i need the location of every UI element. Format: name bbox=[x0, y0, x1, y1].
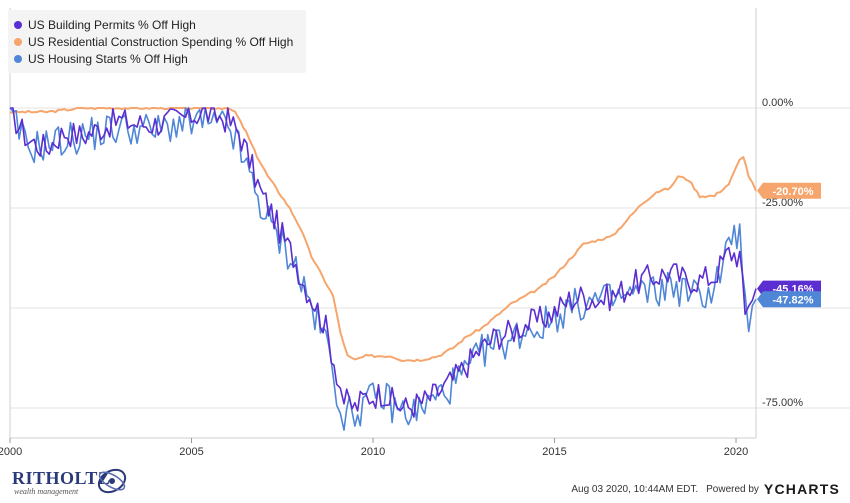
logo-subtitle: wealth management bbox=[14, 487, 79, 496]
powered-by-label: Powered by bbox=[706, 483, 759, 495]
legend-label: US Residential Construction Spending % O… bbox=[28, 35, 294, 49]
x-tick-label: 2010 bbox=[361, 446, 385, 458]
x-tick-label: 2015 bbox=[542, 446, 566, 458]
legend-item-housing-starts[interactable]: US Housing Starts % Off High bbox=[14, 51, 188, 67]
end-value-tag-bg bbox=[757, 182, 821, 199]
end-value-label: -20.70% bbox=[773, 186, 814, 198]
legend-dot-icon bbox=[14, 38, 22, 46]
x-tick-label: 2020 bbox=[724, 446, 748, 458]
ritholtz-logo: RITHOLTZ wealth management bbox=[8, 462, 133, 500]
series-line-0 bbox=[10, 107, 757, 418]
legend-label: US Building Permits % Off High bbox=[28, 18, 196, 32]
footer-attribution: Aug 03 2020, 10:44AM EDT. Powered by YCH… bbox=[571, 481, 840, 497]
legend-item-building-permits[interactable]: US Building Permits % Off High bbox=[14, 17, 196, 33]
end-value-label: -47.82% bbox=[773, 294, 814, 306]
legend-label: US Housing Starts % Off High bbox=[28, 52, 188, 66]
legend-dot-icon bbox=[14, 55, 22, 63]
legend-item-construction-spending[interactable]: US Residential Construction Spending % O… bbox=[14, 34, 293, 50]
legend: US Building Permits % Off High US Reside… bbox=[8, 10, 306, 73]
end-value-tag: -20.70% bbox=[757, 182, 821, 199]
logo-text: RITHOLTZ bbox=[12, 468, 111, 488]
logo-mark-icon bbox=[97, 468, 127, 494]
legend-dot-icon bbox=[14, 21, 22, 29]
end-value-tag-bg bbox=[757, 291, 821, 308]
series-line-1 bbox=[9, 107, 757, 363]
ycharts-logo[interactable]: YCHARTS bbox=[763, 481, 840, 497]
x-tick-label: 2000 bbox=[0, 446, 22, 458]
x-tick-label: 2005 bbox=[179, 446, 203, 458]
timestamp: Aug 03 2020, 10:44AM EDT. bbox=[571, 483, 699, 495]
y-tick-label: 0.00% bbox=[762, 97, 793, 109]
y-tick-label: -75.00% bbox=[762, 397, 803, 409]
end-value-tag: -47.82% bbox=[757, 291, 821, 308]
y-tick-label: -25.00% bbox=[762, 197, 803, 209]
series-line-2 bbox=[9, 107, 757, 431]
